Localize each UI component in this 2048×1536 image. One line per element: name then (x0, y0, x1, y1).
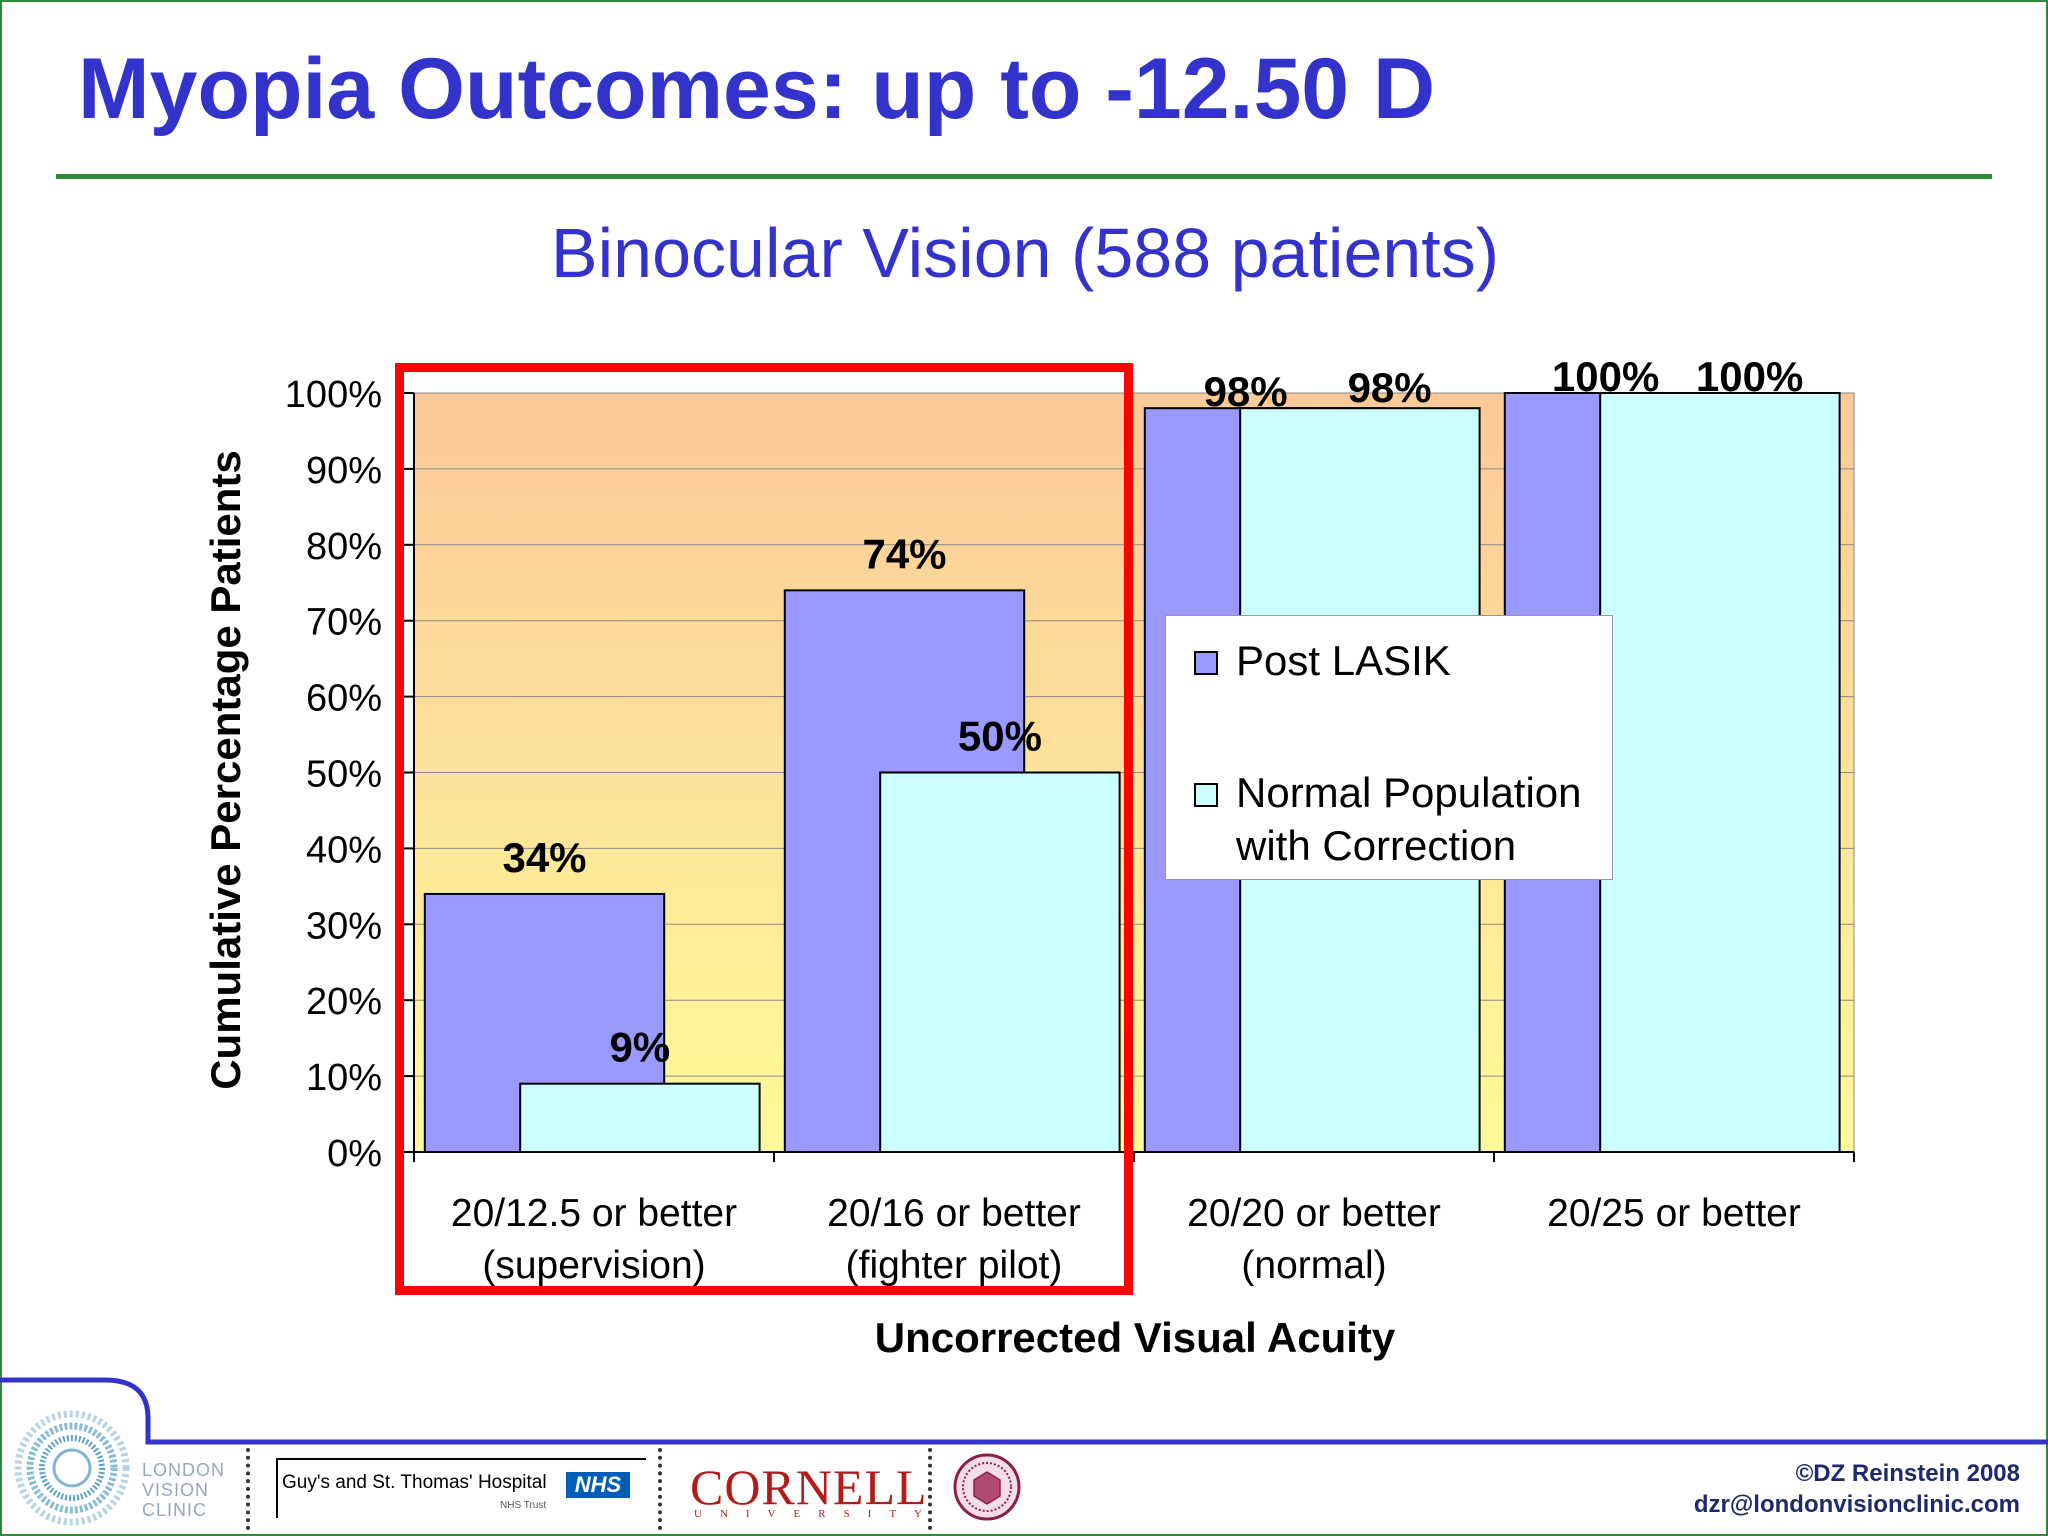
data-label: 74% (862, 530, 946, 577)
x-tick-label: (supervision) (482, 1244, 705, 1287)
cornell-logo: CORNELL (690, 1459, 928, 1515)
nhs-trust-text: NHS Trust (500, 1500, 547, 1511)
x-tick-label: 20/20 or better (1187, 1192, 1441, 1235)
guys-hospital-text: Guy's and St. Thomas' Hospital (282, 1472, 547, 1493)
y-tick-label: 80% (306, 526, 382, 568)
x-axis-title: Uncorrected Visual Acuity (875, 1314, 1396, 1361)
university-seal-icon (953, 1453, 1021, 1521)
x-tick-label: (normal) (1241, 1244, 1386, 1287)
copyright-block: ©DZ Reinstein 2008 dzr@londonvisionclini… (1694, 1458, 2020, 1520)
contact-email: dzr@londonvisionclinic.com (1693, 1491, 2020, 1518)
x-tick-label: 20/25 or better (1547, 1192, 1801, 1235)
data-label: 98% (1204, 368, 1288, 415)
chart-title: Binocular Vision (588 patients) (551, 214, 1499, 292)
title-divider (56, 174, 1992, 179)
y-tick-label: 30% (306, 905, 382, 947)
legend-entry-post-lasik: Post LASIK (1194, 634, 1596, 687)
y-tick-label: 0% (327, 1133, 382, 1175)
data-label: 98% (1348, 364, 1432, 411)
copyright-text: ©DZ Reinstein 2008 (1795, 1460, 2020, 1487)
y-tick-label: 50% (306, 754, 382, 796)
y-tick-label: 60% (306, 678, 382, 720)
y-tick-label: 10% (306, 1057, 382, 1099)
data-label: 100% (1552, 353, 1659, 400)
legend-entry-normal-population: Normal Population with Correction (1194, 766, 1596, 872)
highlight-box (395, 363, 1133, 1295)
bar (879, 771, 1121, 1153)
footer-separator (246, 1448, 250, 1530)
legend-swatch-post-lasik (1194, 651, 1218, 675)
y-tick-label: 20% (306, 981, 382, 1023)
cornell-university-text: UNIVERSITY (694, 1508, 940, 1520)
x-tick-label: (fighter pilot) (846, 1244, 1063, 1287)
london-vision-clinic-wordmark: LONDON VISION CLINIC (142, 1460, 226, 1520)
data-label: 9% (610, 1024, 671, 1071)
footer-separator (928, 1448, 932, 1530)
chart-legend: Post LASIK Normal Population with Correc… (1165, 615, 1613, 880)
x-tick-label: 20/16 or better (827, 1192, 1081, 1235)
data-label: 100% (1696, 353, 1803, 400)
data-label: 50% (958, 713, 1042, 760)
data-label: 34% (502, 834, 586, 881)
bar (519, 1082, 761, 1153)
footer-separator (658, 1448, 662, 1530)
legend-label-post-lasik: Post LASIK (1236, 637, 1451, 684)
y-tick-label: 70% (306, 602, 382, 644)
legend-label-normal-population: Normal Population with Correction (1236, 769, 1582, 869)
y-tick-label: 40% (306, 829, 382, 871)
guys-st-thomas-logo: Guy's and St. Thomas' Hospital NHS NHS T… (276, 1458, 646, 1518)
nhs-badge: NHS (566, 1472, 630, 1498)
slide-title: Myopia Outcomes: up to -12.50 D (78, 41, 1436, 137)
y-axis-title: Cumulative Percentage Patients (202, 450, 249, 1090)
y-tick-label: 90% (306, 450, 382, 492)
london-vision-clinic-logo (14, 1410, 130, 1526)
y-tick-label: 100% (285, 374, 382, 416)
x-tick-label: 20/12.5 or better (451, 1192, 737, 1235)
bar (1599, 392, 1841, 1153)
legend-swatch-normal-population (1194, 783, 1218, 807)
